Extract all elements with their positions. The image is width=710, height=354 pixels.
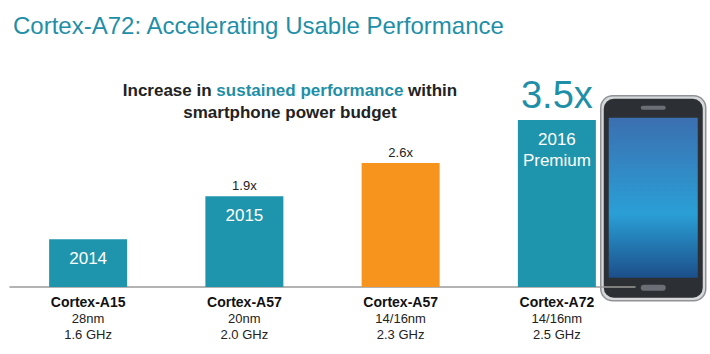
svg-text:Cortex-A57: Cortex-A57: [363, 294, 438, 310]
svg-text:2.3 GHz: 2.3 GHz: [377, 327, 425, 342]
svg-text:2016: 2016: [538, 130, 576, 149]
svg-text:Cortex-A72: Cortex-A72: [520, 294, 595, 310]
svg-text:2015: 2015: [225, 206, 263, 225]
svg-text:1.6 GHz: 1.6 GHz: [64, 327, 112, 342]
svg-text:smartphone power budget: smartphone power budget: [183, 103, 397, 122]
svg-text:2.0 GHz: 2.0 GHz: [221, 327, 269, 342]
svg-text:1.9x: 1.9x: [232, 178, 257, 193]
svg-text:Premium: Premium: [523, 151, 591, 170]
svg-text:20nm: 20nm: [228, 311, 261, 326]
svg-text:2.5 GHz: 2.5 GHz: [533, 327, 581, 342]
svg-text:14/16nm: 14/16nm: [375, 311, 426, 326]
svg-text:2014: 2014: [69, 249, 107, 268]
svg-text:Cortex-A72: Accelerating Usabl: Cortex-A72: Accelerating Usable Performa…: [13, 12, 504, 39]
svg-text:Increase in: Increase in: [123, 81, 217, 100]
svg-text:14/16nm: 14/16nm: [532, 311, 583, 326]
svg-text:sustained performance: sustained performance: [216, 81, 403, 100]
svg-text:2.6x: 2.6x: [388, 145, 413, 160]
svg-text:within: within: [403, 81, 457, 100]
svg-text:Cortex-A15: Cortex-A15: [51, 294, 126, 310]
svg-text:28nm: 28nm: [72, 311, 105, 326]
svg-text:Cortex-A57: Cortex-A57: [207, 294, 282, 310]
svg-text:3.5x: 3.5x: [521, 74, 593, 116]
